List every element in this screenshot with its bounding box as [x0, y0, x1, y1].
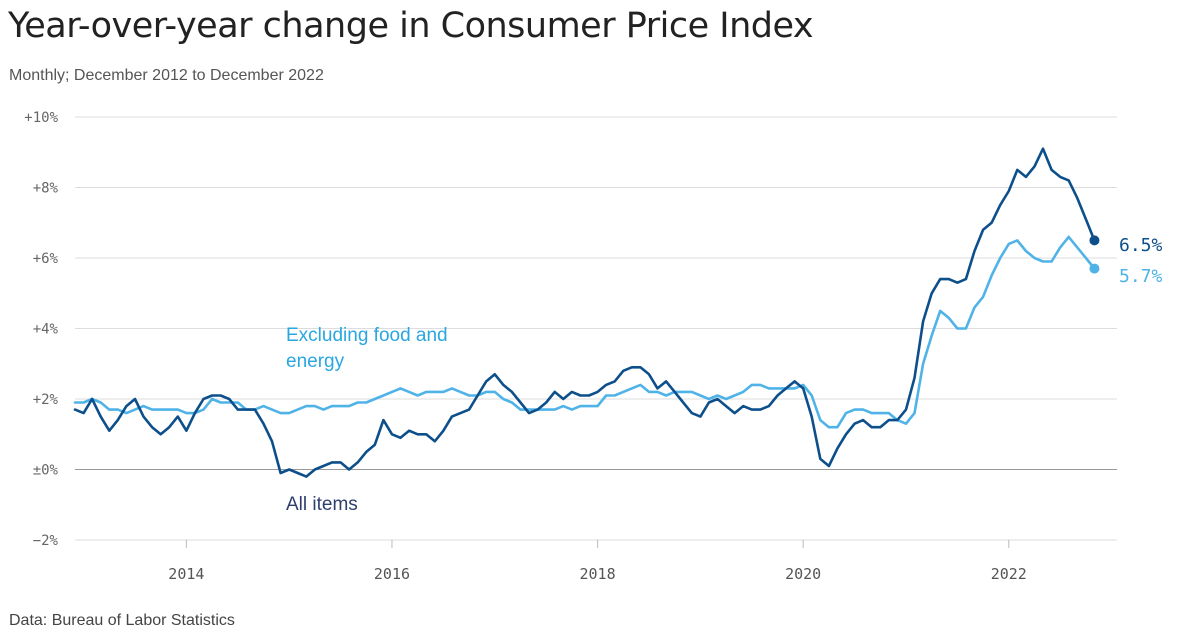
series-lines: 5.7% 6.5%	[73, 147, 1163, 478]
series-end-point	[1089, 263, 1100, 274]
y-tick-label: +8%	[33, 181, 59, 197]
x-tick-label: 2022	[991, 565, 1027, 583]
excluding-food-energy-label-line2: energy	[286, 351, 345, 372]
y-tick-label: ±0%	[33, 463, 59, 479]
x-tick-label: 2018	[580, 565, 616, 583]
y-tick-label: −2%	[33, 533, 59, 549]
series-annotations: Excluding food and energy All items	[286, 325, 448, 515]
all-items-label: All items	[286, 494, 358, 515]
series-end-value-label: 5.7%	[1119, 266, 1163, 287]
chart-title: Year-over-year change in Consumer Price …	[8, 6, 814, 46]
x-tick-label: 2020	[785, 565, 821, 583]
y-tick-label: +6%	[33, 251, 59, 267]
y-tick-label: +4%	[33, 322, 59, 338]
y-axis-ticks: +10% +8% +6% +4% +2% ±0% −2%	[24, 110, 58, 549]
y-tick-label: +10%	[24, 110, 58, 126]
excluding-food-energy-label-line1: Excluding food and	[286, 325, 448, 346]
series-end-point	[1089, 235, 1100, 246]
x-axis: 2014 2016 2018 2020 2022	[168, 540, 1027, 583]
chart-subtitle: Monthly; December 2012 to December 2022	[9, 67, 324, 84]
x-tick-label: 2016	[374, 565, 410, 583]
series-end-value-label: 6.5%	[1119, 235, 1163, 256]
series-line	[73, 147, 1096, 478]
y-tick-label: +2%	[33, 392, 59, 408]
x-tick-label: 2014	[168, 565, 204, 583]
data-source: Data: Bureau of Labor Statistics	[9, 612, 235, 629]
y-gridlines	[75, 116, 1117, 541]
